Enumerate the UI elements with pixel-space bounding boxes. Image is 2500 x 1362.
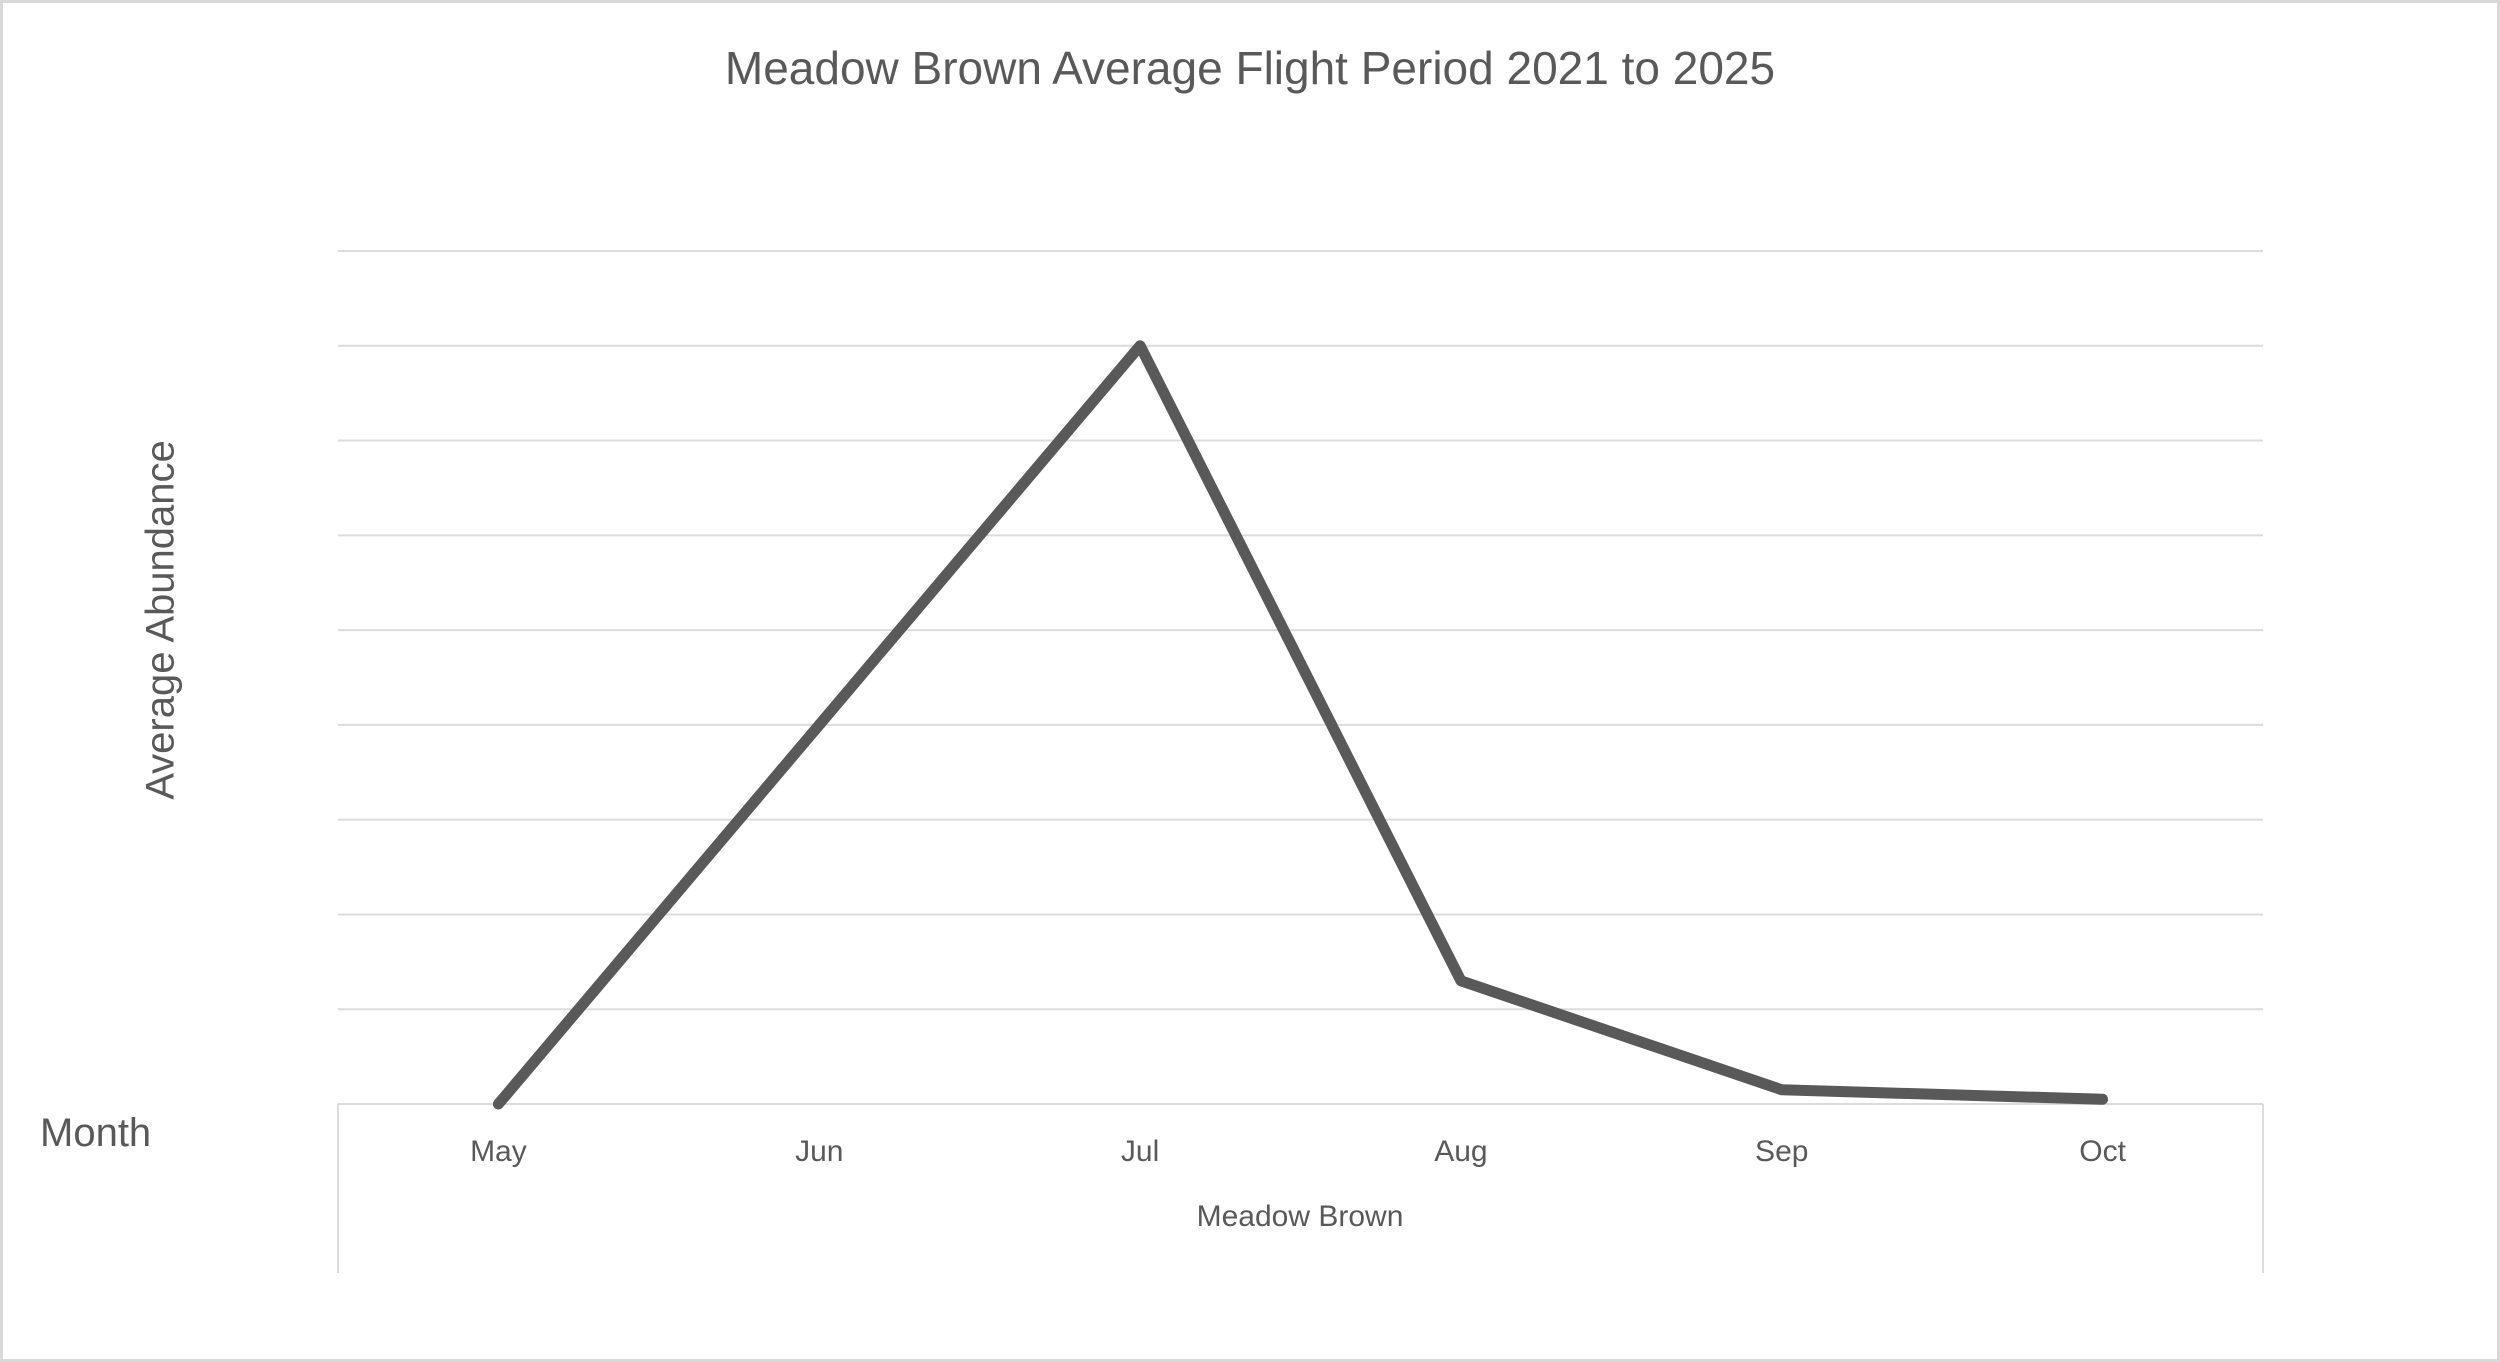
x-axis-title: Month — [40, 1111, 152, 1155]
plot-area — [337, 250, 2264, 1273]
category-label-jun: Jun — [795, 1135, 844, 1168]
category-label-may: May — [470, 1135, 527, 1168]
category-label-aug: Aug — [1434, 1135, 1488, 1168]
category-label-oct: Oct — [2079, 1135, 2126, 1168]
gridlines — [338, 250, 2263, 1105]
category-label-jul: Jul — [1120, 1135, 1160, 1168]
chart-title: Meadow Brown Average Flight Period 2021 … — [724, 42, 1776, 94]
category-label-sep: Sep — [1755, 1135, 1809, 1168]
series-line-meadow-brown — [492, 340, 2109, 1110]
series-group-label: Meadow Brown — [1196, 1200, 1404, 1233]
